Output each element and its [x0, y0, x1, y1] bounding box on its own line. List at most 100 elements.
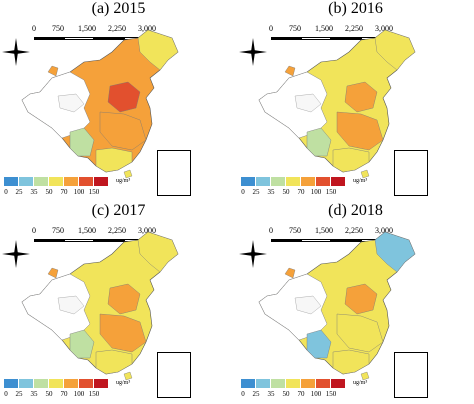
south-region	[332, 147, 370, 173]
legend-tick: 70	[297, 390, 305, 398]
northeast-region	[137, 231, 179, 273]
xinjiang-hotspot	[47, 65, 59, 77]
south-region	[95, 147, 133, 173]
qinghai-tibet-region	[294, 93, 322, 113]
legend-swatch	[271, 379, 285, 388]
legend-unit: ug/m³	[116, 380, 131, 386]
scale-tick: 2,250	[345, 24, 363, 33]
legend-swatch	[331, 379, 345, 388]
north-arrow-icon	[239, 240, 267, 268]
legend-tick: 100	[310, 188, 322, 196]
scale-tick: 750	[289, 226, 301, 235]
north-arrow-icon	[239, 38, 267, 66]
legend-tick: 35	[267, 188, 275, 196]
panel-title: (c) 2017	[91, 202, 146, 219]
qinghai-tibet-region	[294, 295, 322, 315]
legend-tick: 25	[15, 390, 23, 398]
legend-swatch	[316, 177, 330, 186]
legend-swatch	[331, 177, 345, 186]
legend-swatch	[34, 177, 48, 186]
legend-swatch	[79, 177, 93, 186]
legend-tick: 35	[267, 390, 275, 398]
legend-tick: 35	[30, 390, 38, 398]
scale-bar: 0 750 1,500 2,250 3,000	[269, 226, 393, 242]
scale-tick: 3,000	[138, 24, 156, 33]
scale-tick: 1,500	[315, 226, 333, 235]
scale-tick: 2,250	[108, 24, 126, 33]
xinjiang-hotspot	[47, 267, 59, 279]
legend-swatch	[19, 177, 33, 186]
legend-tick: 150	[88, 188, 100, 196]
legend-tick: 25	[15, 188, 23, 196]
legend-tick: 150	[325, 188, 337, 196]
legend-swatch	[94, 379, 108, 388]
scale-tick: 0	[269, 24, 273, 33]
legend-swatch	[286, 379, 300, 388]
legend-swatch	[256, 379, 270, 388]
south-china-sea-inset	[394, 352, 428, 398]
xinjiang-hotspot	[284, 267, 296, 279]
central-east-region	[336, 111, 384, 151]
scale-tick: 3,000	[375, 24, 393, 33]
scale-tick: 750	[52, 226, 64, 235]
qinghai-tibet-region	[57, 93, 85, 113]
china-map	[258, 29, 416, 179]
color-legend: 0 25 35 50 70 100 150 ug/m³	[241, 177, 371, 201]
scale-tick: 0	[269, 226, 273, 235]
legend-swatch	[316, 379, 330, 388]
hainan-island	[360, 371, 370, 381]
panel-2017: (c) 2017 0 750 1,500 2,250 3,000 Km 0253…	[0, 202, 237, 404]
legend-tick: 100	[73, 390, 85, 398]
north-arrow-icon	[2, 240, 30, 268]
northeast-region	[374, 231, 416, 273]
panel-2018: (d) 2018 0 750 1,500 2,250 3,000 Km 0253…	[237, 202, 474, 404]
northeast-region	[374, 29, 416, 71]
color-legend: 0 25 35 50 70 100 150 ug/m³	[4, 379, 134, 403]
legend-tick: 0	[4, 188, 8, 196]
scale-tick: 0	[32, 226, 36, 235]
central-east-region	[99, 313, 147, 353]
hainan-island	[123, 169, 133, 179]
legend-swatch	[49, 177, 63, 186]
legend-swatch	[301, 379, 315, 388]
legend-tick: 50	[282, 188, 290, 196]
legend-tick: 100	[310, 390, 322, 398]
legend-tick: 25	[252, 188, 260, 196]
south-region	[332, 349, 370, 375]
legend-tick: 70	[60, 390, 68, 398]
central-east-region	[336, 313, 384, 353]
scale-tick: 750	[289, 24, 301, 33]
scale-bar: 0 750 1,500 2,250 3,000	[32, 226, 156, 242]
southwest-region	[69, 329, 95, 359]
north-china-region	[344, 81, 378, 113]
south-china-sea-inset	[157, 352, 191, 398]
legend-swatch	[64, 379, 78, 388]
legend-tick: 70	[297, 188, 305, 196]
south-china-sea-inset	[157, 150, 191, 196]
legend-unit: ug/m³	[116, 178, 131, 184]
color-legend: 0 25 35 50 70 100 150 ug/m³	[4, 177, 134, 201]
scale-tick: 1,500	[78, 226, 96, 235]
panel-title: (a) 2015	[91, 0, 146, 17]
scale-bar: 0 750 1,500 2,250 3,000	[269, 24, 393, 40]
china-map	[258, 231, 416, 381]
panel-2015: (a) 2015 0 750 1,500 2,250 3,000 Km 0253…	[0, 0, 237, 202]
scale-tick: 0	[32, 24, 36, 33]
legend-swatch	[286, 177, 300, 186]
panel-title: (d) 2018	[328, 202, 383, 219]
legend-swatch	[49, 379, 63, 388]
hainan-island	[123, 371, 133, 381]
legend-swatch	[64, 177, 78, 186]
legend-swatch	[241, 177, 255, 186]
legend-tick: 70	[60, 188, 68, 196]
north-china-region	[107, 81, 141, 113]
scale-tick: 2,250	[345, 226, 363, 235]
legend-unit: ug/m³	[353, 178, 368, 184]
scale-tick: 3,000	[375, 226, 393, 235]
legend-tick: 35	[30, 188, 38, 196]
legend-swatch	[34, 379, 48, 388]
southwest-region	[306, 127, 332, 157]
legend-swatch	[4, 177, 18, 186]
legend-tick: 25	[252, 390, 260, 398]
legend-swatch	[79, 379, 93, 388]
